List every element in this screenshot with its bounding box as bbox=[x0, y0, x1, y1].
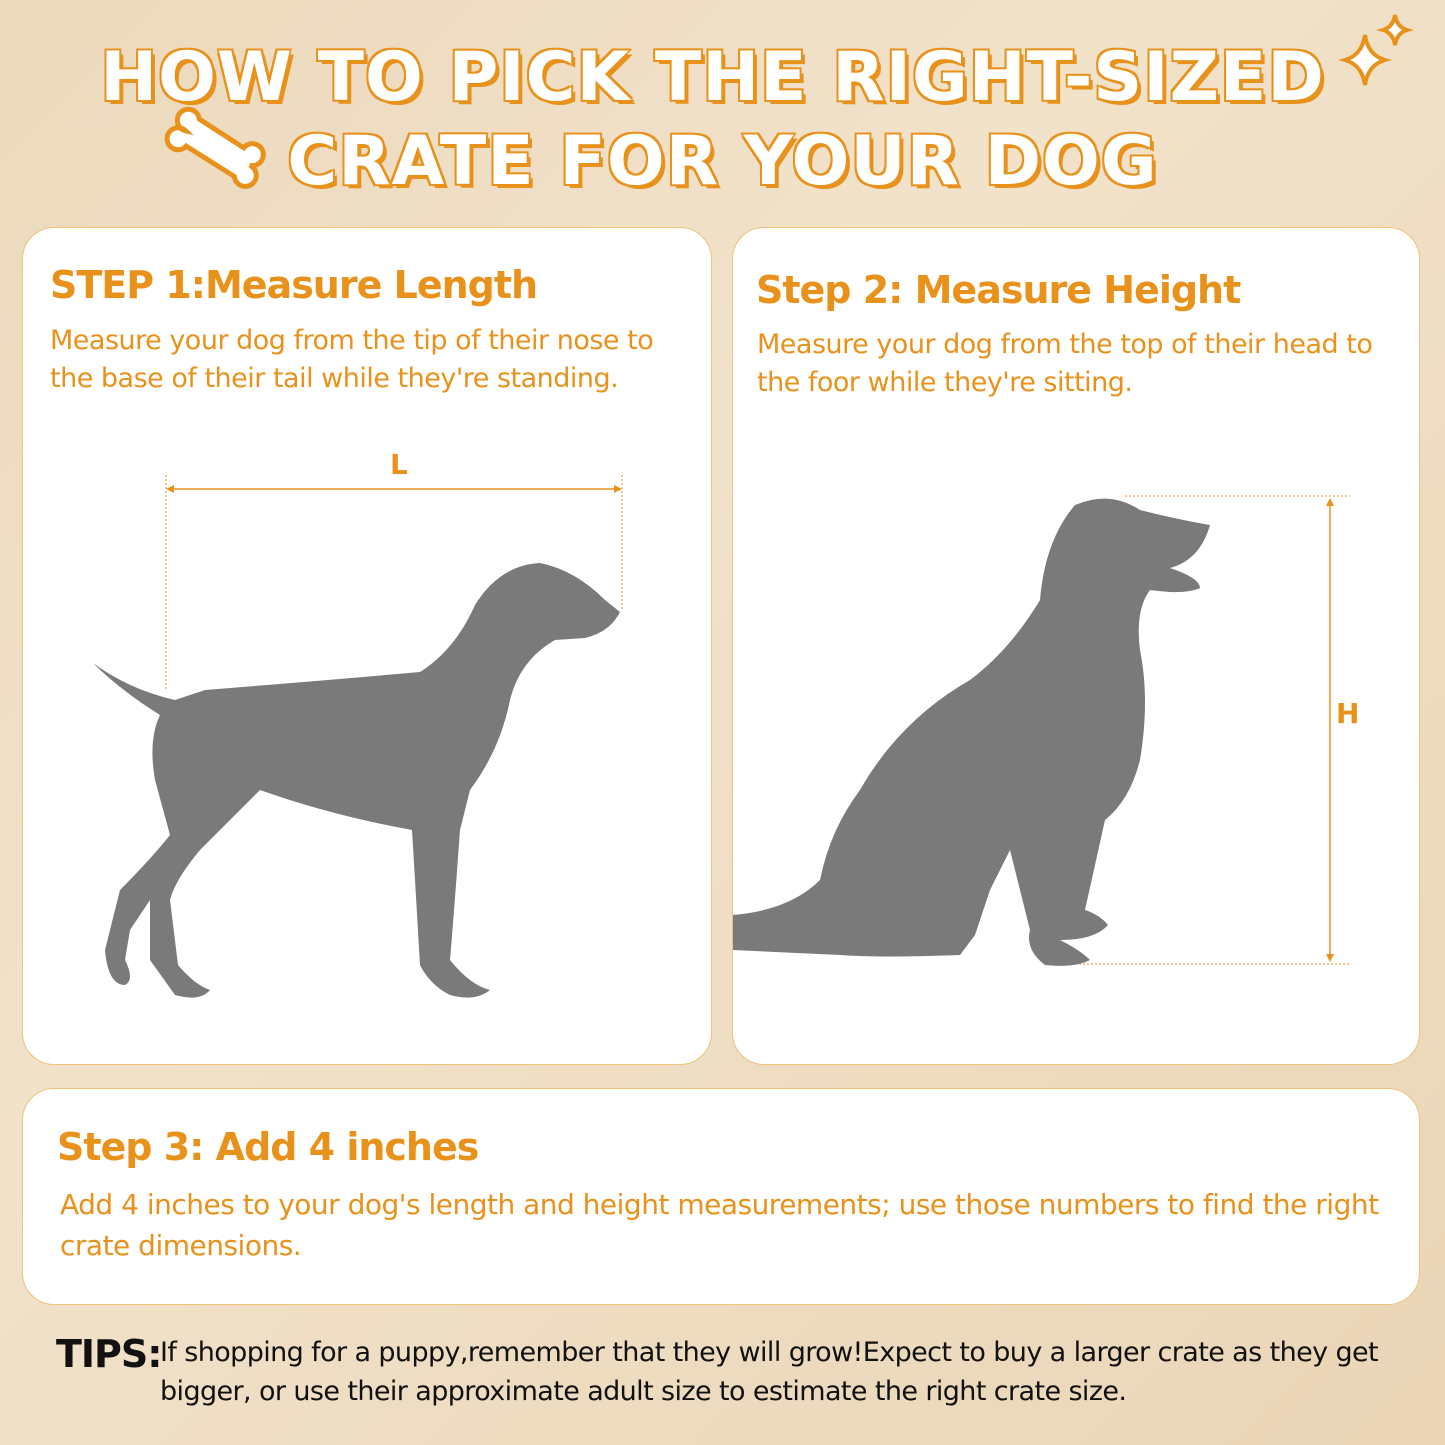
tips-text: If shopping for a puppy,remember that th… bbox=[160, 1337, 1379, 1407]
step1-card bbox=[22, 227, 712, 1065]
step1-text: Measure your dog from the tip of their n… bbox=[50, 325, 654, 394]
step1-heading: STEP 1:Measure Length bbox=[50, 263, 538, 307]
step3-card bbox=[22, 1088, 1420, 1305]
step3-heading: Step 3: Add 4 inches bbox=[57, 1125, 479, 1169]
height-label: H bbox=[1336, 697, 1359, 730]
title-line-1: HOW TO PICK THE RIGHT-SIZED bbox=[99, 37, 1326, 119]
step3-text: Add 4 inches to your dog's length and he… bbox=[60, 1188, 1379, 1262]
sparkle-icon bbox=[1337, 14, 1414, 86]
title-line-2: CRATE FOR YOUR DOG bbox=[286, 121, 1158, 203]
bone-icon bbox=[164, 106, 266, 189]
step2-text: Measure your dog from the top of their h… bbox=[757, 329, 1373, 398]
tips-label: TIPS: bbox=[56, 1332, 162, 1376]
step2-heading: Step 2: Measure Height bbox=[756, 268, 1241, 312]
length-label: L bbox=[390, 448, 408, 481]
